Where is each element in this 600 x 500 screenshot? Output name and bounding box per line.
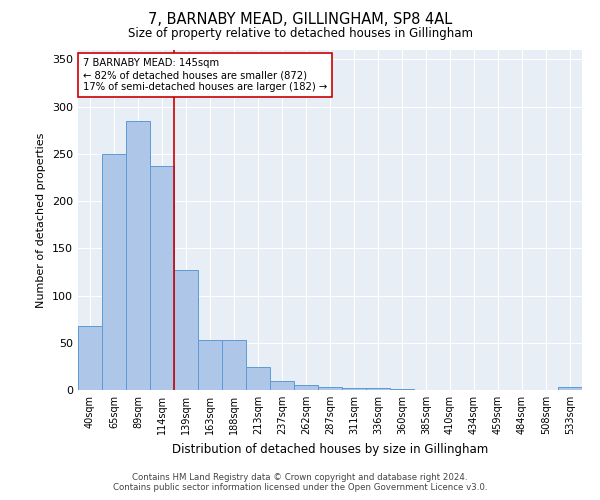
X-axis label: Distribution of detached houses by size in Gillingham: Distribution of detached houses by size … xyxy=(172,442,488,456)
Bar xyxy=(342,388,366,390)
Y-axis label: Number of detached properties: Number of detached properties xyxy=(37,132,46,308)
Bar xyxy=(294,386,318,390)
Bar xyxy=(102,154,126,390)
Bar xyxy=(174,270,198,390)
Text: 7, BARNABY MEAD, GILLINGHAM, SP8 4AL: 7, BARNABY MEAD, GILLINGHAM, SP8 4AL xyxy=(148,12,452,28)
Bar xyxy=(558,387,582,390)
Bar xyxy=(366,388,390,390)
Bar xyxy=(222,340,246,390)
Bar xyxy=(150,166,174,390)
Text: Contains HM Land Registry data © Crown copyright and database right 2024.
Contai: Contains HM Land Registry data © Crown c… xyxy=(113,473,487,492)
Text: 7 BARNABY MEAD: 145sqm
← 82% of detached houses are smaller (872)
17% of semi-de: 7 BARNABY MEAD: 145sqm ← 82% of detached… xyxy=(83,58,327,92)
Bar xyxy=(318,387,342,390)
Text: Size of property relative to detached houses in Gillingham: Size of property relative to detached ho… xyxy=(128,28,473,40)
Bar xyxy=(78,326,102,390)
Bar xyxy=(246,368,270,390)
Bar xyxy=(198,340,222,390)
Bar xyxy=(126,121,150,390)
Bar xyxy=(270,380,294,390)
Bar xyxy=(390,389,414,390)
